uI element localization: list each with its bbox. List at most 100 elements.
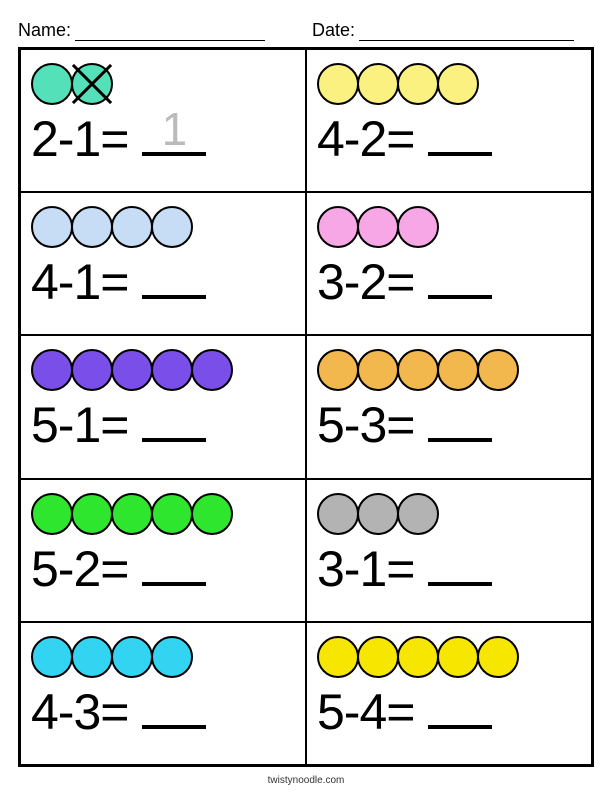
circle-row	[317, 203, 581, 251]
equation: 5-2=	[31, 542, 295, 594]
problem-cell: 2-1= 1	[20, 49, 306, 192]
problem-cell: 5-4=	[306, 622, 592, 765]
problem-cell: 4-3=	[20, 622, 306, 765]
counting-circle	[477, 636, 519, 678]
counting-circle	[151, 493, 193, 535]
answer-blank[interactable]	[142, 255, 206, 299]
answer-blank[interactable]: 1	[142, 112, 206, 156]
counting-circle	[397, 349, 439, 391]
counting-circle	[357, 206, 399, 248]
equation: 4-3=	[31, 685, 295, 737]
name-label: Name:	[18, 20, 71, 41]
answer-blank[interactable]	[142, 542, 206, 586]
problem-cell: 5-3=	[306, 335, 592, 478]
counting-circle	[31, 349, 73, 391]
counting-circle	[317, 636, 359, 678]
counting-circle	[397, 63, 439, 105]
circle-row	[31, 346, 295, 394]
counting-circle	[357, 493, 399, 535]
circle-row	[31, 633, 295, 681]
equation-text: 4-2=	[317, 114, 414, 164]
circle-row	[317, 60, 581, 108]
problem-cell: 5-1=	[20, 335, 306, 478]
counting-circle	[71, 636, 113, 678]
counting-circle	[437, 349, 479, 391]
equation-text: 4-1=	[31, 257, 128, 307]
circle-row	[317, 346, 581, 394]
problem-cell: 3-1=	[306, 479, 592, 622]
counting-circle	[151, 206, 193, 248]
problem-cell: 4-1=	[20, 192, 306, 335]
circle-row	[31, 203, 295, 251]
answer-blank[interactable]	[428, 398, 492, 442]
equation: 4-2=	[317, 112, 581, 164]
equation: 5-3=	[317, 398, 581, 450]
counting-circle	[437, 63, 479, 105]
equation-text: 5-1=	[31, 400, 128, 450]
counting-circle	[317, 63, 359, 105]
counting-circle	[71, 349, 113, 391]
counting-circle	[111, 206, 153, 248]
counting-circle	[317, 349, 359, 391]
counting-circle	[31, 206, 73, 248]
counting-circle	[317, 206, 359, 248]
counting-circle	[397, 493, 439, 535]
counting-circle-crossed	[71, 63, 113, 105]
circle-row	[317, 490, 581, 538]
name-field: Name:	[18, 20, 300, 41]
counting-circle	[31, 63, 73, 105]
problem-cell: 4-2=	[306, 49, 592, 192]
counting-circle	[71, 493, 113, 535]
counting-circle	[317, 493, 359, 535]
date-label: Date:	[312, 20, 355, 41]
answer-blank[interactable]	[142, 398, 206, 442]
counting-circle	[31, 636, 73, 678]
answer-blank[interactable]	[142, 685, 206, 729]
counting-circle	[111, 349, 153, 391]
trace-answer: 1	[162, 106, 188, 152]
counting-circle	[357, 636, 399, 678]
counting-circle	[437, 636, 479, 678]
equation-text: 5-2=	[31, 544, 128, 594]
problem-cell: 5-2=	[20, 479, 306, 622]
equation-text: 3-2=	[317, 257, 414, 307]
answer-blank[interactable]	[428, 255, 492, 299]
problem-cell: 3-2=	[306, 192, 592, 335]
equation-text: 4-3=	[31, 687, 128, 737]
equation: 3-1=	[317, 542, 581, 594]
counting-circle	[397, 206, 439, 248]
equation-text: 5-3=	[317, 400, 414, 450]
equation-text: 2-1=	[31, 114, 128, 164]
counting-circle	[111, 636, 153, 678]
counting-circle	[397, 636, 439, 678]
counting-circle	[477, 349, 519, 391]
counting-circle	[357, 349, 399, 391]
equation: 2-1= 1	[31, 112, 295, 164]
counting-circle	[151, 349, 193, 391]
counting-circle	[151, 636, 193, 678]
counting-circle	[191, 349, 233, 391]
equation: 3-2=	[317, 255, 581, 307]
footer-credit: twistynoodle.com	[0, 775, 612, 786]
problems-grid: 2-1= 1 4-2= 4-1= 3-2= 5-1= 5-3= 5-2= 3-1= 4-3= 5-4…	[18, 47, 594, 767]
equation: 5-4=	[317, 685, 581, 737]
counting-circle	[31, 493, 73, 535]
counting-circle	[111, 493, 153, 535]
name-input-line[interactable]	[75, 23, 265, 41]
answer-blank[interactable]	[428, 542, 492, 586]
date-field: Date:	[312, 20, 594, 41]
equation-text: 3-1=	[317, 544, 414, 594]
answer-blank[interactable]	[428, 685, 492, 729]
answer-blank[interactable]	[428, 112, 492, 156]
counting-circle	[357, 63, 399, 105]
counting-circle	[191, 493, 233, 535]
date-input-line[interactable]	[359, 23, 574, 41]
equation-text: 5-4=	[317, 687, 414, 737]
equation: 4-1=	[31, 255, 295, 307]
circle-row	[31, 60, 295, 108]
counting-circle	[71, 206, 113, 248]
circle-row	[31, 490, 295, 538]
equation: 5-1=	[31, 398, 295, 450]
circle-row	[317, 633, 581, 681]
worksheet-header: Name: Date:	[18, 20, 594, 41]
